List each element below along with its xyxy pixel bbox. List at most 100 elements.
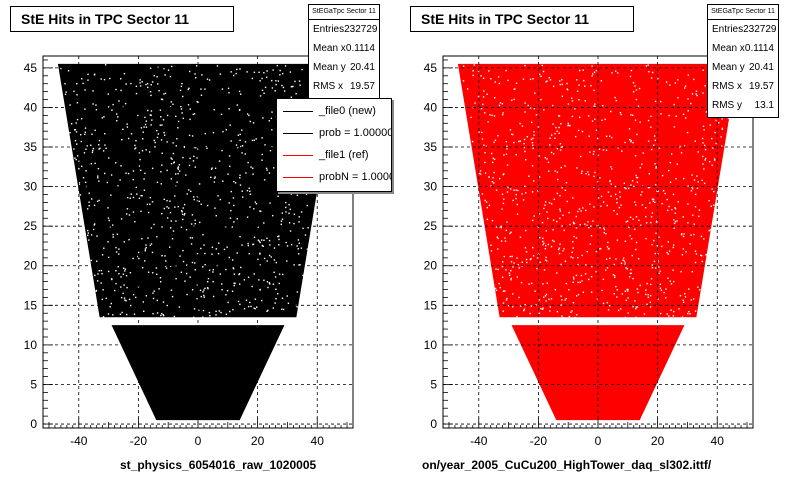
hit-gap <box>252 173 254 175</box>
hit-gap <box>532 219 534 222</box>
hit-gap <box>568 289 570 291</box>
hit-gap <box>679 145 681 148</box>
hit-gap <box>602 105 604 107</box>
hit-gap <box>684 296 687 298</box>
stats-row: Mean x 0.1114 <box>712 43 774 54</box>
hit-gap <box>540 98 542 101</box>
hit-gap <box>261 89 264 92</box>
stats-row: RMS x 19.57 <box>313 81 375 92</box>
hit-gap <box>124 268 127 270</box>
y-tick-label: 10 <box>24 338 38 352</box>
hit-gap <box>499 286 501 289</box>
hit-gap <box>239 109 241 111</box>
panel-title-text: StE Hits in TPC Sector 11 <box>21 11 190 27</box>
hit-gap <box>177 172 179 175</box>
hit-gap <box>708 229 710 232</box>
hit-gap <box>115 113 118 115</box>
hit-gap <box>498 104 501 107</box>
hit-gap <box>549 137 551 139</box>
hit-gap <box>259 289 261 291</box>
hit-gap <box>642 152 644 154</box>
hit-gap <box>132 178 134 181</box>
hit-gap <box>498 282 500 285</box>
hit-gap <box>214 207 216 209</box>
hit-gap <box>125 313 128 316</box>
hit-gap <box>234 282 236 285</box>
hit-gap <box>648 186 651 189</box>
hit-gap <box>272 307 275 309</box>
hit-gap <box>196 284 199 286</box>
hit-gap <box>96 200 99 203</box>
hit-gap <box>101 272 103 275</box>
hit-gap <box>151 81 154 83</box>
hit-gap <box>672 193 675 196</box>
hit-gap <box>185 272 188 275</box>
hit-gap <box>277 293 279 295</box>
hit-gap <box>163 198 165 201</box>
hit-gap <box>543 207 545 210</box>
hit-gap <box>186 293 188 296</box>
hit-gap <box>529 312 531 315</box>
hit-gap <box>190 223 193 225</box>
hit-gap <box>507 79 509 82</box>
hit-gap <box>272 283 275 285</box>
hit-gap <box>541 221 544 224</box>
hit-gap <box>215 248 218 250</box>
hit-gap <box>571 97 573 99</box>
hit-gap <box>627 288 629 291</box>
hit-gap <box>640 224 642 227</box>
hit-gap <box>650 77 653 79</box>
hit-gap <box>176 181 178 183</box>
hit-gap <box>192 113 194 116</box>
hit-gap <box>685 251 687 253</box>
hit-gap <box>94 129 96 132</box>
hit-gap <box>629 138 631 141</box>
hit-gap <box>228 92 230 94</box>
hit-gap <box>164 92 167 95</box>
hit-gap <box>150 67 152 69</box>
hit-gap <box>626 268 628 270</box>
hit-gap <box>538 213 541 215</box>
hit-gap <box>544 295 547 297</box>
hit-gap <box>109 226 112 228</box>
hit-gap <box>134 147 137 149</box>
hit-gap <box>567 124 569 127</box>
hit-gap <box>565 297 567 300</box>
legend-swatch <box>283 133 313 134</box>
hit-gap <box>261 159 263 161</box>
hit-gap <box>536 267 538 270</box>
hit-gap <box>487 121 489 123</box>
hit-gap <box>123 241 125 243</box>
hit-gap <box>563 229 565 232</box>
hit-gap <box>596 181 599 183</box>
hit-gap <box>682 113 685 116</box>
hit-gap <box>151 251 154 254</box>
x-tick-label: 40 <box>711 434 725 448</box>
hit-gap <box>597 188 600 191</box>
hit-gap <box>556 310 559 313</box>
hit-gap <box>163 207 166 210</box>
hit-gap <box>241 190 243 192</box>
hit-gap <box>192 160 195 162</box>
hit-gap <box>690 234 692 236</box>
hit-gap <box>141 238 143 240</box>
hit-gap <box>279 69 281 72</box>
hit-gap <box>663 291 665 294</box>
hit-gap <box>632 141 634 144</box>
hit-gap <box>173 315 176 318</box>
hit-gap <box>552 85 555 88</box>
hit-gap <box>144 248 147 250</box>
hit-gap <box>199 221 201 224</box>
hit-gap <box>625 299 627 302</box>
hit-gap <box>590 225 592 227</box>
hit-gap <box>527 104 529 107</box>
hit-gap <box>673 103 675 106</box>
hit-gap <box>152 272 154 274</box>
hit-gap <box>73 129 76 131</box>
hit-gap <box>120 89 122 92</box>
hit-gap <box>651 267 654 269</box>
hit-gap <box>494 139 497 142</box>
hit-gap <box>219 73 222 75</box>
hit-gap <box>462 65 465 67</box>
y-tick-label: 30 <box>424 180 438 194</box>
